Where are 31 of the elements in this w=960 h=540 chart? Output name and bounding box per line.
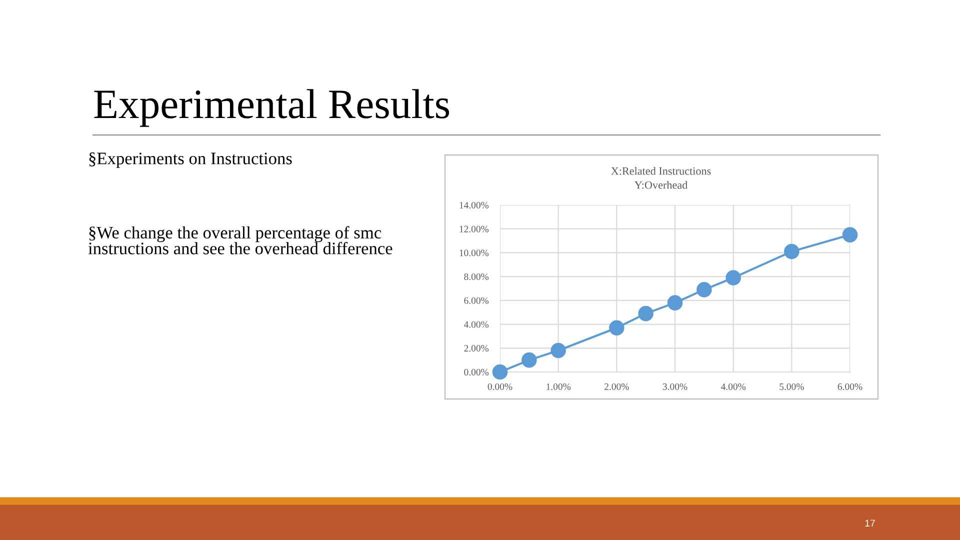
x-tick-label: 5.00% [780, 383, 804, 390]
point [842, 227, 858, 242]
point [522, 352, 537, 368]
y-tick-label: 12.00% [460, 226, 489, 232]
text: Experimental Results [94, 89, 450, 127]
text: 17 [865, 520, 875, 527]
x-tick-label: 0.00% [488, 383, 512, 390]
point [638, 306, 654, 322]
y-tick-label: 0.00% [464, 368, 489, 376]
point [726, 270, 741, 286]
chart-title: X:Related Instructions [611, 166, 711, 175]
y-tick-label: 8.00% [464, 273, 489, 280]
y-tick-label: 14.00% [460, 202, 489, 209]
chart-subtitle: Y:Overhead [634, 180, 688, 189]
point [609, 320, 624, 336]
x-tick-label: 6.00% [838, 383, 862, 390]
text: §We change the overall percentage of smc instructions and see the overhead difference [88, 226, 392, 254]
x-tick-label: 1.00% [546, 383, 571, 390]
y-tick-label: 6.00% [464, 297, 489, 304]
y-tick-label: 2.00% [464, 345, 489, 352]
x-tick-label: 3.00% [662, 383, 688, 390]
y-tick-label: 4.00% [464, 321, 489, 328]
point [784, 244, 800, 260]
point [667, 295, 683, 310]
x-tick-label: 4.00% [720, 383, 746, 390]
point [696, 282, 712, 298]
y-tick-label: 10.00% [460, 250, 489, 256]
x-tick-label: 2.00% [604, 383, 629, 390]
point [550, 342, 566, 358]
text: §Experiments on Instructions [89, 152, 292, 168]
point [492, 364, 508, 380]
